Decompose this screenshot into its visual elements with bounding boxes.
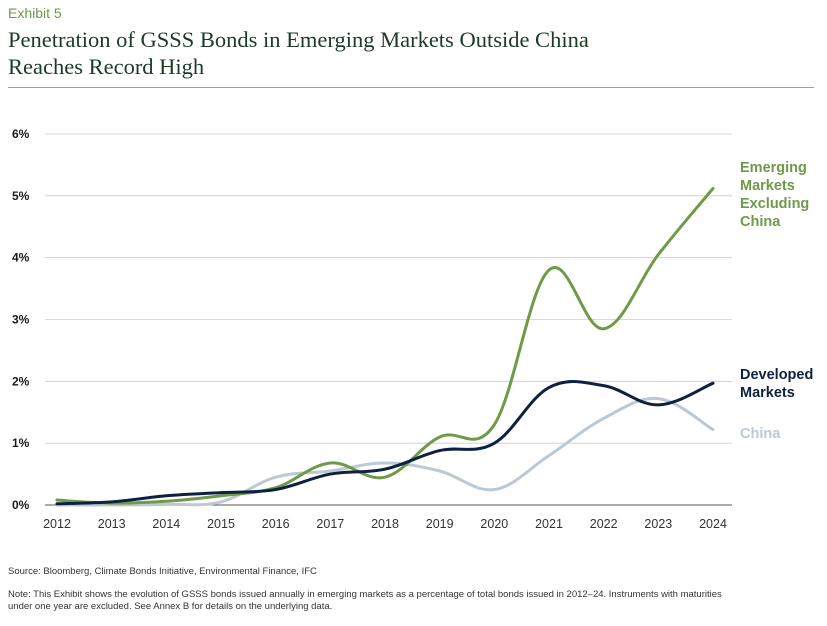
series-line-developed-markets [55,380,715,506]
y-tick-label: 4% [12,251,30,265]
x-tick-label: 2021 [535,517,563,531]
x-tick-label: 2019 [426,517,454,531]
source-note: Source: Bloomberg, Climate Bonds Initiat… [8,566,317,577]
x-tick-label: 2024 [699,517,727,531]
chart-title: Penetration of GSSS Bonds in Emerging Ma… [8,26,808,80]
series-line-emerging-markets-excluding-china [55,186,715,505]
x-tick-label: 2022 [590,517,618,531]
title-divider [8,87,814,88]
x-tick-label: 2018 [371,517,399,531]
footnote: Note: This Exhibit shows the evolution o… [8,589,798,613]
exhibit-label: Exhibit 5 [8,5,62,21]
line-chart: 0% 1% 2% 3% 4% 5% 6% 2012 2013 2014 2015 2016 2017 20… [12,127,813,531]
x-tick-label: 2014 [152,517,180,531]
footnote-line-1: Note: This Exhibit shows the evolution o… [8,589,722,600]
x-tick-label: 2015 [207,517,235,531]
chart-title-line-2: Reaches Record High [8,54,205,79]
y-tick-label: 6% [12,127,30,141]
y-tick-label: 1% [12,436,30,450]
x-tick-label: 2016 [262,517,290,531]
series-label: China [740,214,781,230]
y-tick-label: 2% [12,374,30,388]
y-tick-label: 5% [12,189,30,203]
footnote-line-2: under one year are excluded. See Annex B… [8,601,333,612]
x-tick-label: 2017 [316,517,344,531]
series-label: Excluding [740,196,809,212]
chart-title-line-1: Penetration of GSSS Bonds in Emerging Ma… [8,27,589,52]
x-tick-label: 2020 [480,517,508,531]
x-tick-label: 2012 [43,517,71,531]
y-tick-label: 0% [12,498,30,512]
series-label: Markets [740,385,795,401]
x-tick-label: 2023 [644,517,672,531]
series-label: Markets [740,178,795,194]
y-tick-label: 3% [12,313,30,327]
series-label: Emerging [740,160,807,176]
series-label: Developed [740,367,813,383]
x-tick-label: 2013 [98,517,126,531]
series-line-china [55,397,715,507]
series-label: China [740,426,781,442]
